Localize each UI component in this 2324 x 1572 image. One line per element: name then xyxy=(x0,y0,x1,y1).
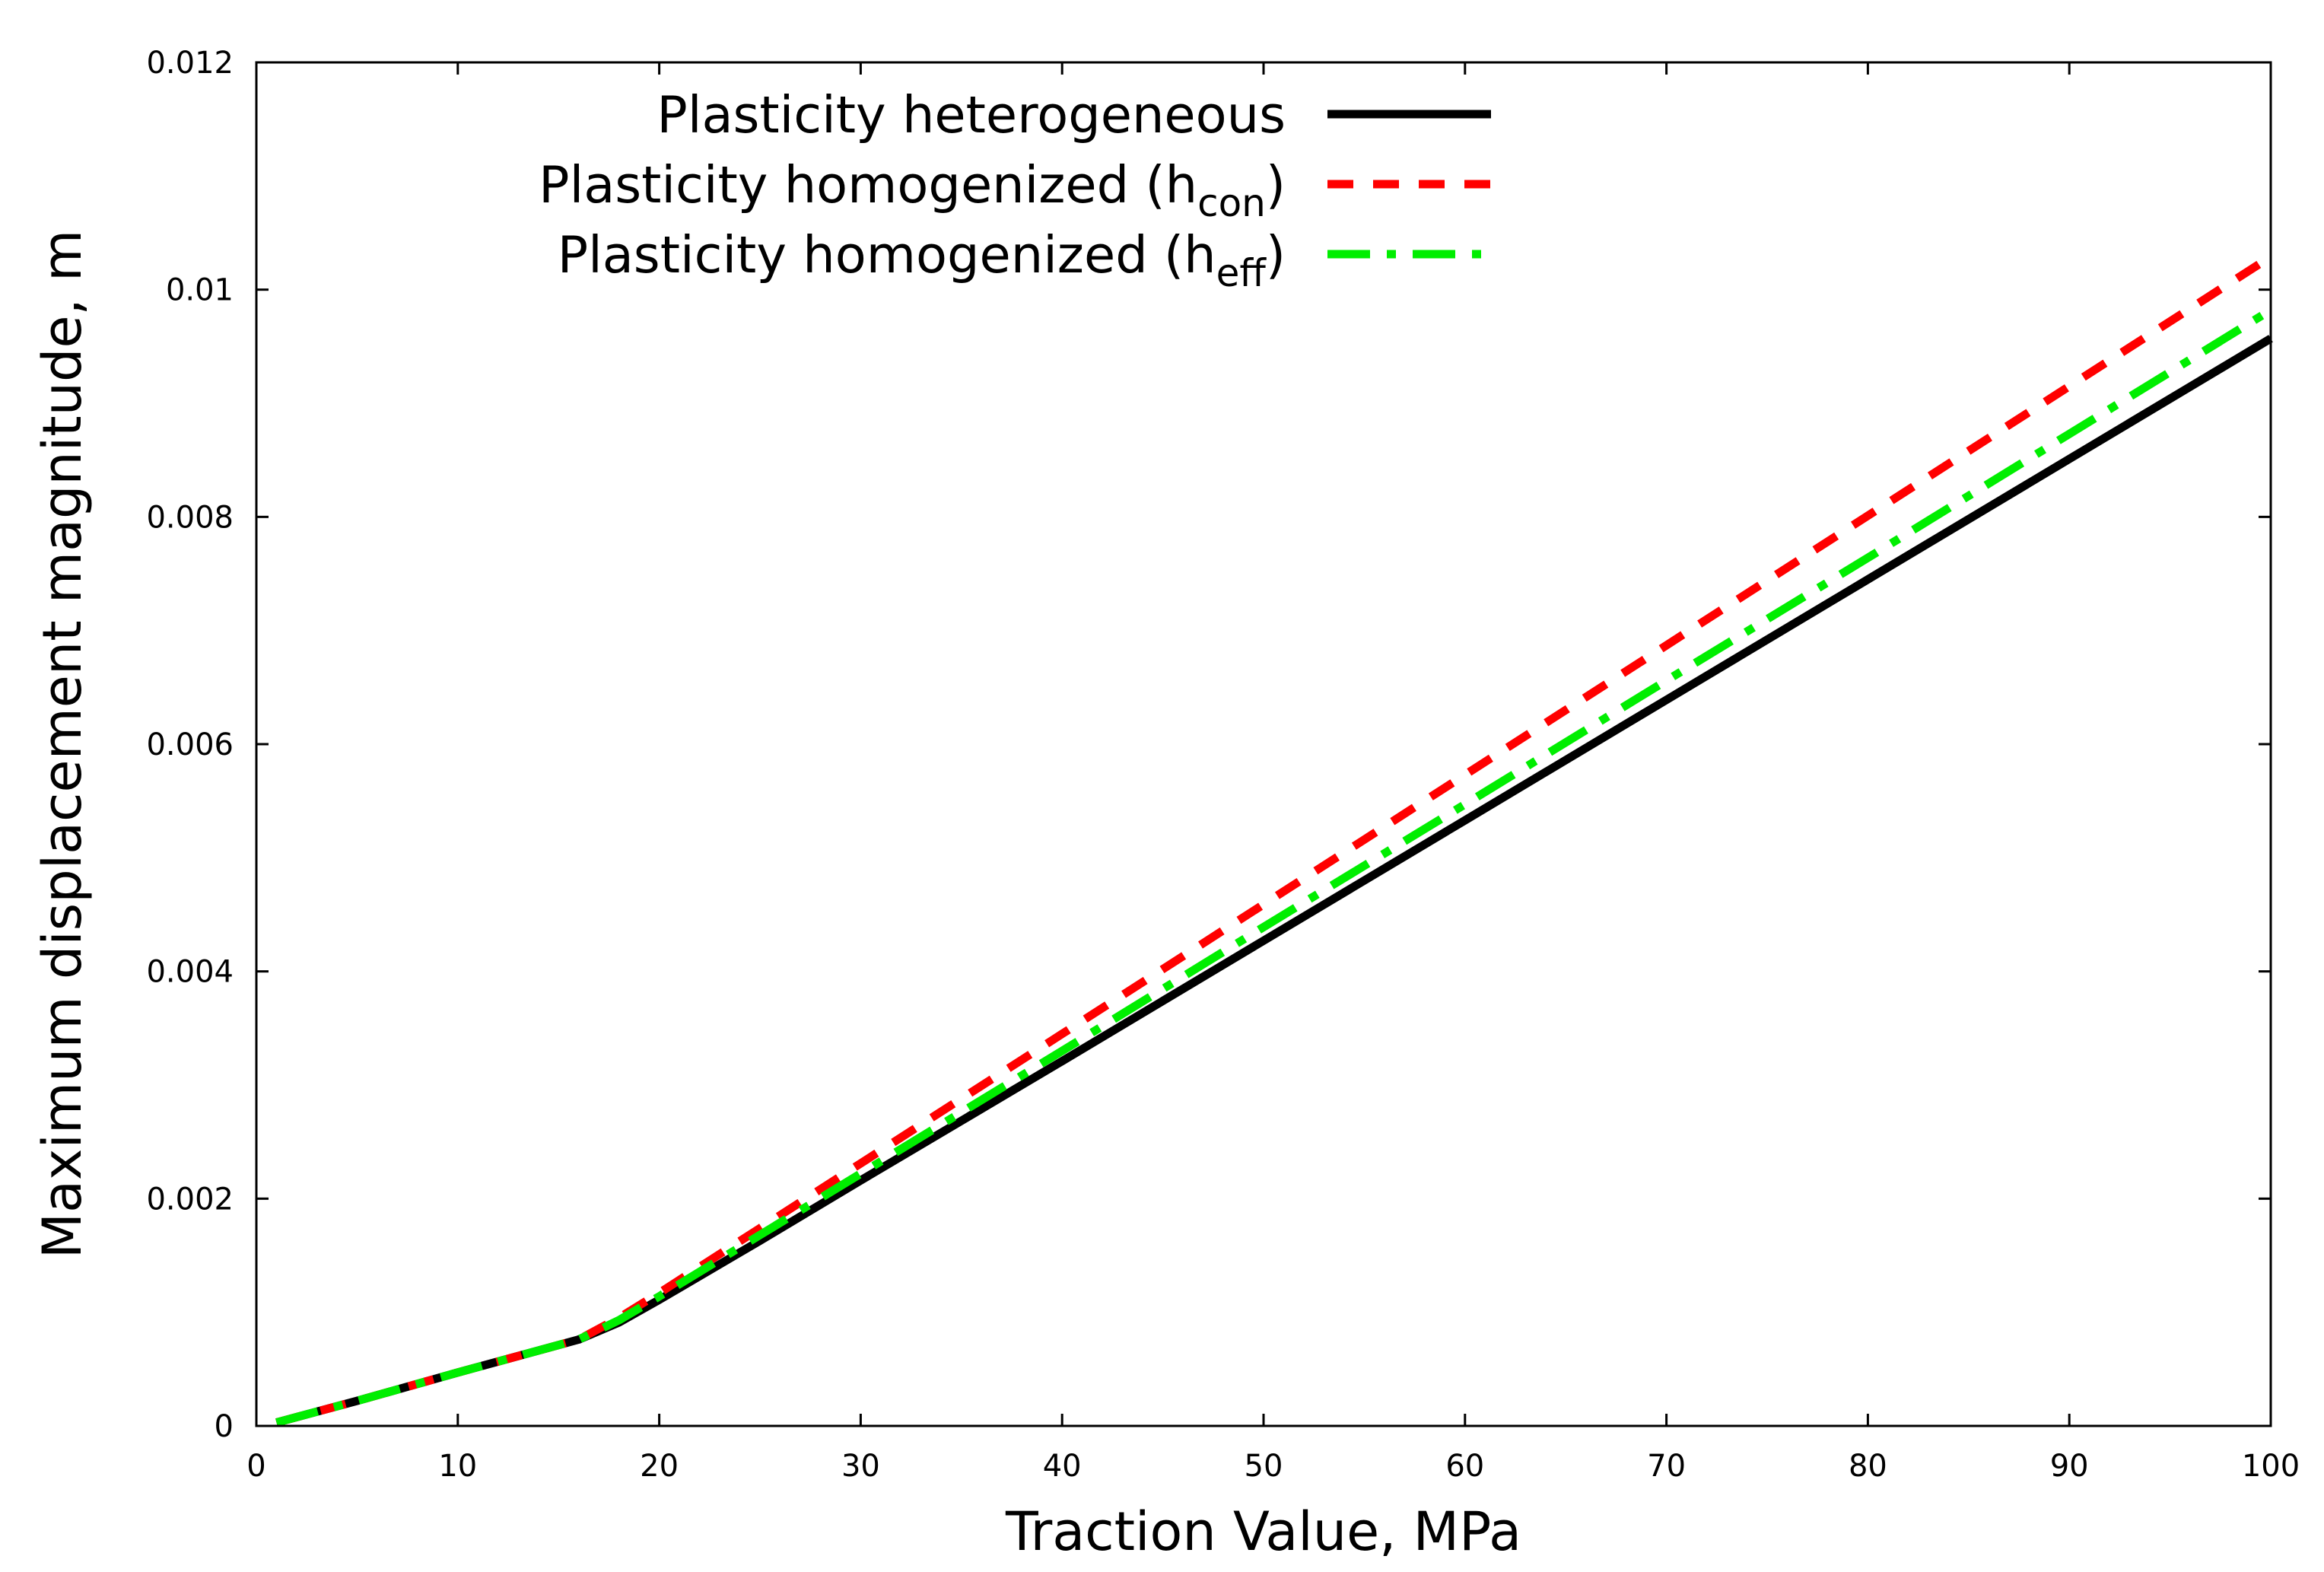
y-tick-label: 0 xyxy=(215,1409,234,1444)
x-tick-label: 80 xyxy=(1849,1449,1887,1484)
y-axis-title: Maximum displacement magnitude, m xyxy=(31,230,94,1259)
legend-label-close: ) xyxy=(1266,225,1286,285)
x-tick-label: 100 xyxy=(2242,1449,2300,1484)
x-tick-label: 70 xyxy=(1647,1449,1686,1484)
y-tick-label: 0.012 xyxy=(146,46,234,81)
y-tick-label: 0.006 xyxy=(146,727,234,762)
legend: Plasticity heterogeneous Plasticity homog… xyxy=(539,85,1491,295)
x-tick-label: 60 xyxy=(1445,1449,1484,1484)
ticks-layer xyxy=(255,61,2272,1427)
x-tick-label: 40 xyxy=(1043,1449,1082,1484)
x-axis-title: Traction Value, MPa xyxy=(1005,1500,1521,1563)
y-tick-label: 0.004 xyxy=(146,955,234,990)
series-line-plasticity-homogenized-heff xyxy=(275,306,2273,1427)
legend-label-subscript: con xyxy=(1197,181,1266,225)
legend-label-close: ) xyxy=(1266,155,1286,215)
x-tick-label: 10 xyxy=(438,1449,477,1484)
y-tick-labels: 0 0.002 0.004 0.006 0.008 0.01 0.012 xyxy=(146,46,234,1444)
series-layer xyxy=(275,253,2273,1427)
x-tick-label: 90 xyxy=(2050,1449,2089,1484)
legend-label-text: Plasticity heterogeneous xyxy=(657,85,1286,145)
y-tick-label: 0.008 xyxy=(146,500,234,535)
legend-label-plasticity-homogenized-heff: Plasticity homogenized (heff) xyxy=(558,225,1286,295)
x-tick-label: 30 xyxy=(841,1449,880,1484)
legend-label-text: Plasticity homogenized (h xyxy=(539,155,1197,215)
legend-label-plasticity-homogenized-hcon: Plasticity homogenized (hcon) xyxy=(539,155,1286,225)
legend-label-text: Plasticity homogenized (h xyxy=(558,225,1216,285)
x-tick-label: 50 xyxy=(1245,1449,1283,1484)
x-tick-label: 20 xyxy=(640,1449,679,1484)
y-tick-label: 0.01 xyxy=(166,273,234,308)
x-tick-label: 0 xyxy=(246,1449,265,1484)
legend-label-subscript: eff xyxy=(1216,251,1267,295)
legend-label-plasticity-heterogeneous: Plasticity heterogeneous xyxy=(657,85,1286,145)
x-tick-labels: 0 10 20 30 40 50 60 70 80 90 100 xyxy=(246,1449,2300,1484)
y-tick-label: 0.002 xyxy=(146,1182,234,1217)
